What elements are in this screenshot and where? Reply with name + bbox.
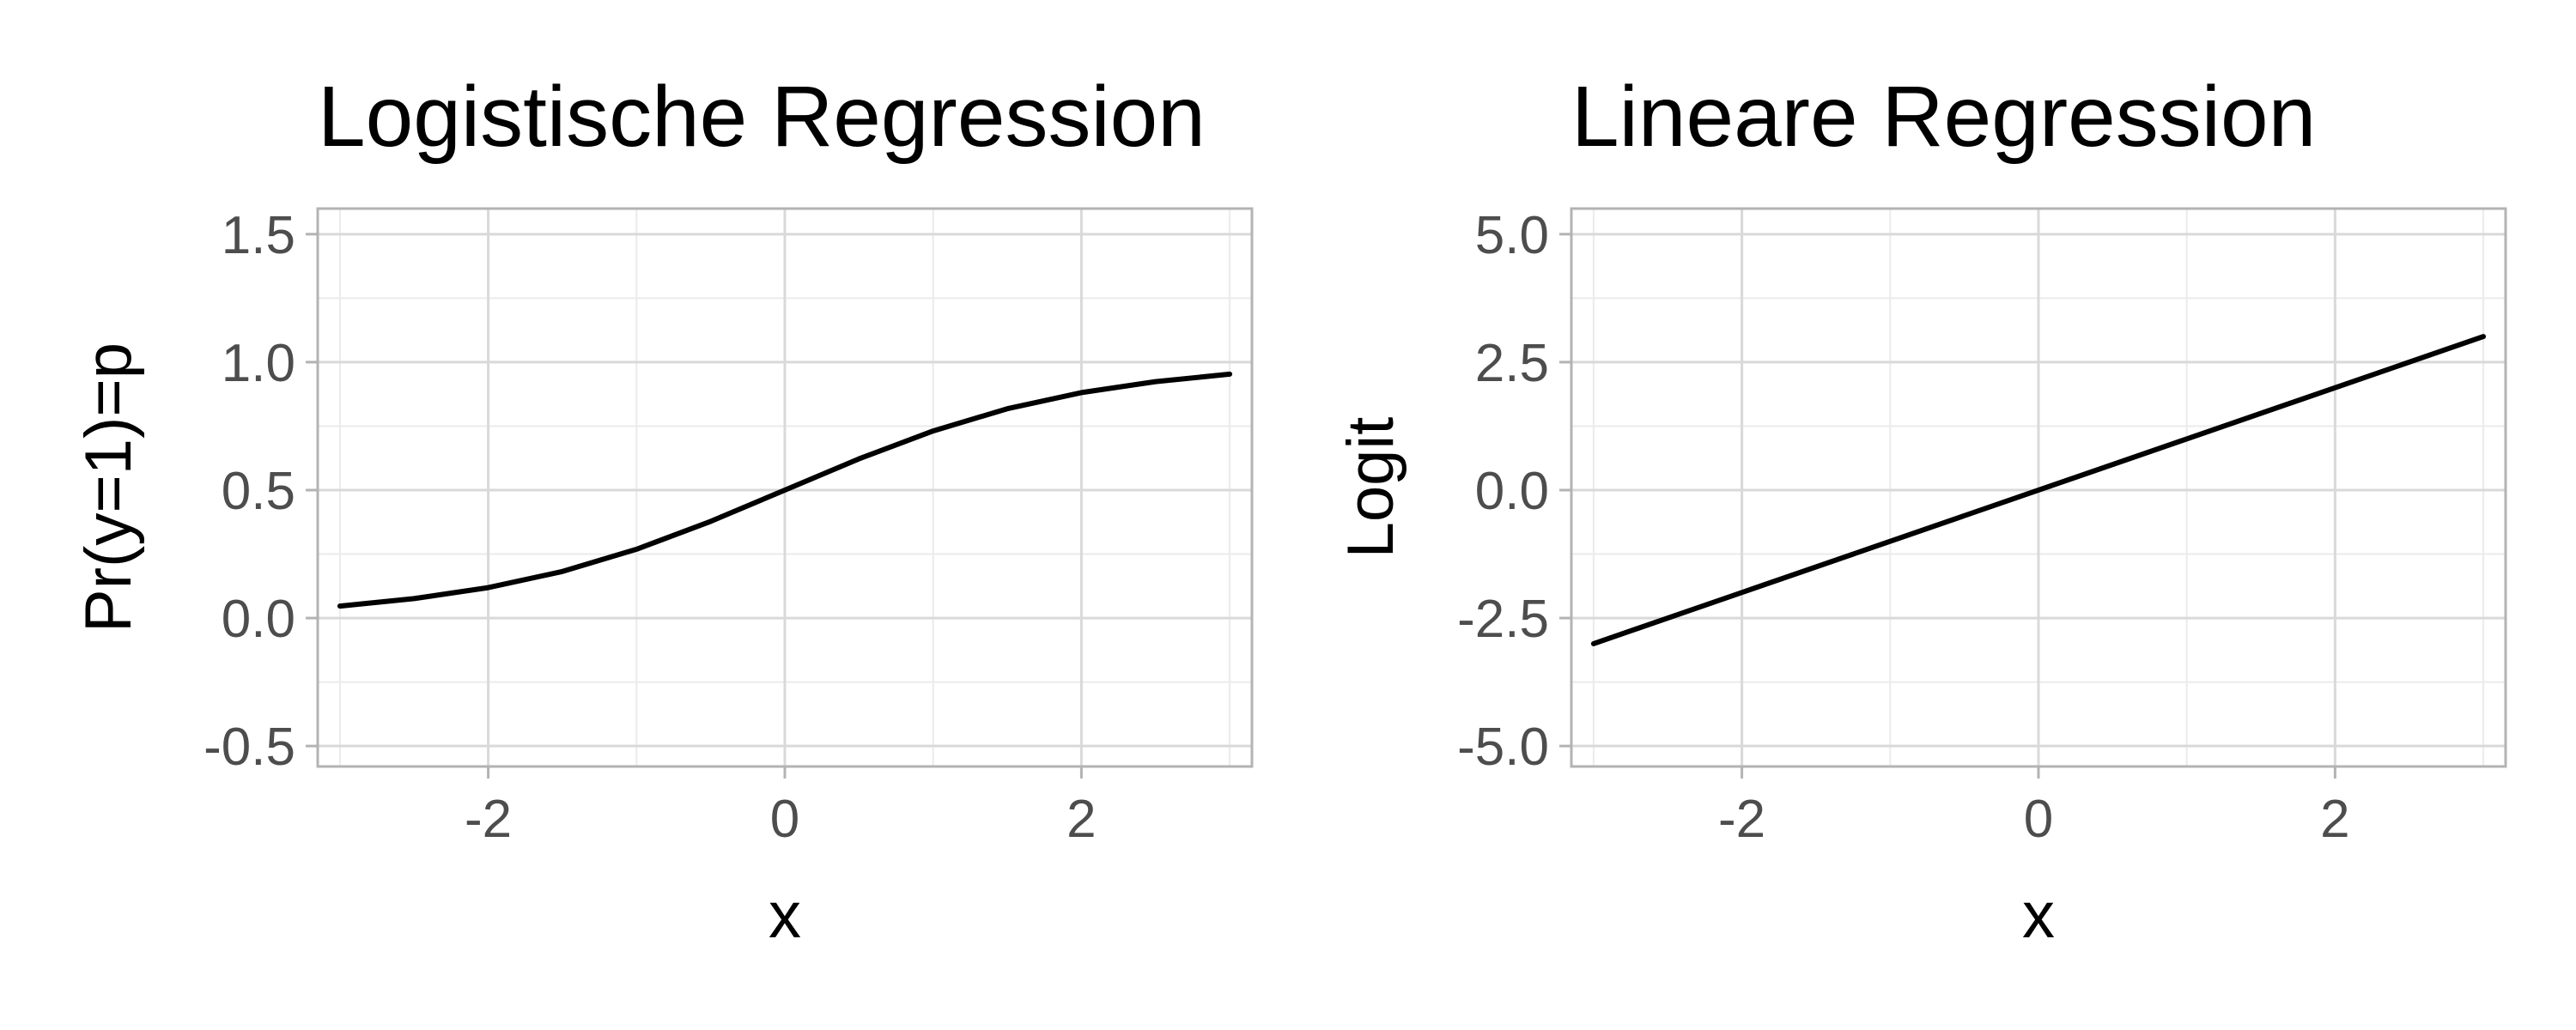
- y-tick-label: -2.5: [1457, 590, 1549, 649]
- y-tick-label: 2.5: [1475, 334, 1549, 393]
- grid: [1571, 209, 2506, 766]
- series-line: [337, 371, 1233, 609]
- series-group: [337, 371, 1233, 609]
- linear-regression-panel: Lineare Regression -2 0 2 -5.0 -2.5 0.0 2.5 5.0…: [1334, 69, 2507, 952]
- chart-title: Lineare Regression: [1571, 69, 2316, 165]
- x-tick-label: 2: [1066, 790, 1096, 849]
- logistic-regression-panel: Logistische Regression -2 0 2 -0.5 0.0 0.5 1.0…: [72, 69, 1254, 952]
- y-tick-label: -5.0: [1457, 718, 1549, 777]
- y-tick-label: 1.0: [222, 334, 295, 393]
- x-axis-label: x: [769, 879, 801, 952]
- y-tick-label: 0.5: [222, 462, 295, 521]
- y-tick-label: 0.0: [1475, 462, 1549, 521]
- y-tick-label: -0.5: [204, 718, 295, 777]
- chart-title: Logistische Regression: [318, 69, 1206, 165]
- y-tick-label: 5.0: [1475, 206, 1549, 265]
- x-tick-label: -2: [1718, 790, 1765, 849]
- x-tick-label: 2: [2320, 790, 2349, 849]
- series-line: [1590, 334, 2487, 646]
- series-group: [1590, 334, 2487, 646]
- x-tick-label: 0: [2024, 790, 2053, 849]
- x-tick-label: -2: [465, 790, 512, 849]
- axis-ticks: -2 0 2 -5.0 -2.5 0.0 2.5 5.0: [1457, 206, 2349, 849]
- y-tick-label: 1.5: [222, 206, 295, 265]
- grid: [318, 209, 1252, 766]
- x-axis-label: x: [2022, 879, 2055, 952]
- x-tick-label: 0: [770, 790, 799, 849]
- y-axis-label: Pr(y=1)=p: [72, 342, 145, 633]
- y-tick-label: 0.0: [222, 590, 295, 649]
- y-axis-label: Logit: [1334, 417, 1407, 559]
- axis-ticks: -2 0 2 -0.5 0.0 0.5 1.0 1.5: [204, 206, 1096, 849]
